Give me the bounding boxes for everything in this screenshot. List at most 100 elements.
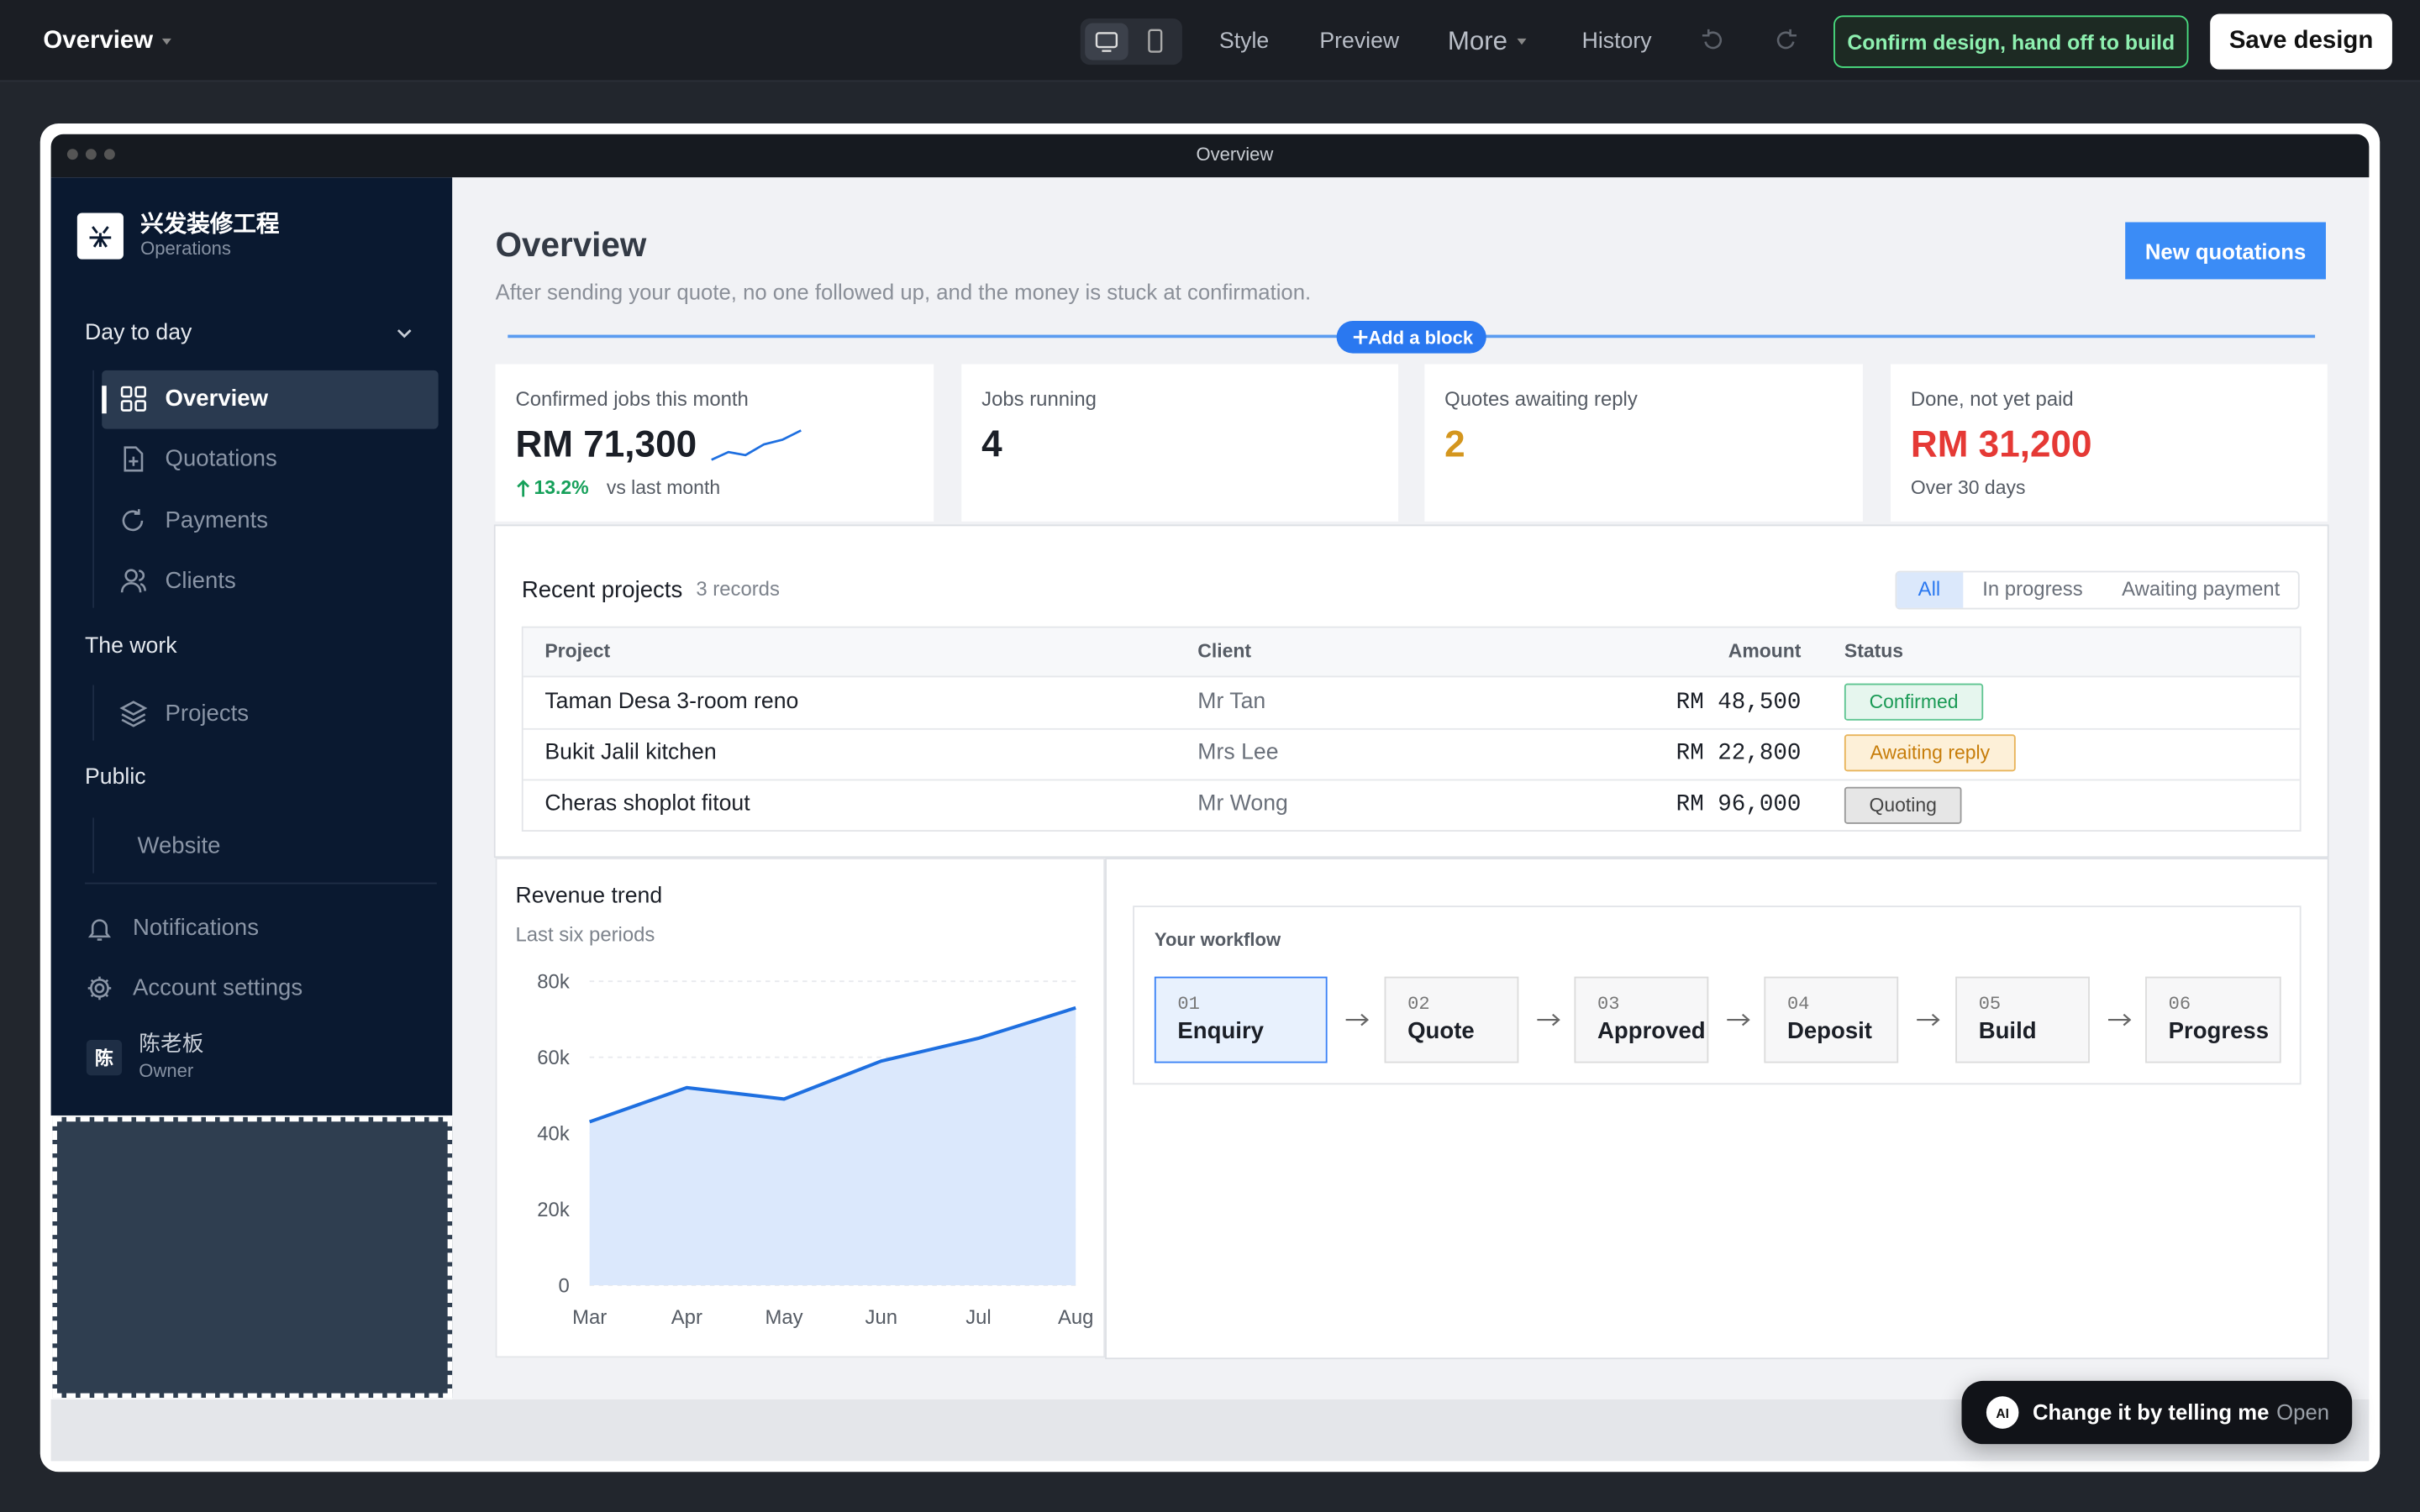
- filter-active-bg: [1897, 572, 1964, 608]
- workflow-step[interactable]: [1154, 976, 1328, 1063]
- column-header: Status: [1844, 640, 1904, 663]
- y-tick-label: 60k: [537, 1047, 570, 1069]
- workflow-title: Your workflow: [1154, 927, 1281, 950]
- cell-client: Mr Wong: [1197, 792, 1288, 817]
- window-titlebar: [50, 134, 2370, 178]
- confirm-button[interactable]: Confirm design, hand off to build: [1833, 15, 2189, 68]
- x-tick-label: Aug: [1058, 1306, 1093, 1329]
- projects-title: Recent projects: [521, 576, 683, 603]
- workflow-step[interactable]: [1574, 976, 1709, 1063]
- step-number: 05: [1978, 993, 2002, 1015]
- workflow-step[interactable]: [1955, 976, 2090, 1063]
- menu-item[interactable]: Style: [1219, 29, 1270, 54]
- sparkline: [711, 429, 802, 461]
- status-badge: Confirmed: [1844, 683, 1984, 721]
- nav-footer-item[interactable]: Notifications: [132, 914, 260, 941]
- workflow-step[interactable]: [1764, 976, 1899, 1063]
- page-subtitle: After sending your quote, no one followe…: [495, 279, 1312, 305]
- workflow-step[interactable]: [2145, 976, 2281, 1063]
- workflow-box: [1133, 906, 2302, 1085]
- step-label: Enquiry: [1177, 1017, 1264, 1044]
- x-tick-label: Mar: [572, 1306, 607, 1329]
- window-dots: [66, 149, 115, 160]
- workflow-step[interactable]: [1384, 976, 1519, 1063]
- y-tick-label: 20k: [537, 1199, 570, 1221]
- x-tick-label: Jul: [965, 1306, 992, 1329]
- cell-project[interactable]: Bukit Jalil kitchen: [544, 740, 717, 766]
- nav-item[interactable]: Payments: [165, 507, 269, 533]
- kpi-note: vs last month: [606, 477, 721, 499]
- cell-client: Mr Tan: [1197, 689, 1266, 715]
- redo-icon: [1776, 29, 1797, 50]
- drop-zone: [52, 1116, 453, 1399]
- step-arrow: [1727, 1013, 1750, 1026]
- desktop-button[interactable]: [1085, 23, 1128, 60]
- row-divider: [523, 727, 2300, 730]
- brand-sub: Operations: [140, 237, 231, 259]
- table-header-bg: [523, 627, 2300, 678]
- caret: [1517, 38, 1527, 45]
- menu-item[interactable]: History: [1581, 29, 1652, 54]
- filter-tab[interactable]: All: [1918, 576, 1941, 601]
- step-label: Quote: [1407, 1017, 1475, 1044]
- nav-item[interactable]: Projects: [165, 699, 250, 727]
- kpi-value: RM 31,200: [1910, 424, 2092, 467]
- user-role: Owner: [139, 1059, 194, 1081]
- kpi-label: Jobs running: [981, 386, 1097, 411]
- cell-project[interactable]: Taman Desa 3-room reno: [544, 689, 799, 715]
- ai-badge: AI: [1986, 1396, 2019, 1429]
- nav-group-label[interactable]: The work: [85, 633, 177, 659]
- line: [588, 1005, 1076, 1124]
- nav-icon: [119, 700, 148, 727]
- app-title: Overview: [43, 27, 154, 54]
- nav-active-bg: [102, 370, 439, 429]
- row-divider: [523, 676, 2300, 679]
- sidebar: [50, 177, 453, 1116]
- nav-group-label[interactable]: Day to day: [85, 320, 192, 346]
- chevron: [397, 329, 412, 339]
- y-tick-label: 40k: [537, 1122, 570, 1145]
- nav-icon: [87, 918, 112, 940]
- desktop-icon: [1095, 32, 1118, 52]
- nav-item[interactable]: Quotations: [165, 444, 277, 472]
- chart-subtitle: Last six periods: [515, 922, 655, 946]
- step-number: 06: [2168, 993, 2191, 1015]
- kpi-value: RM 71,300: [515, 424, 697, 467]
- kpi-card: [1891, 364, 2328, 522]
- nav-guide: [92, 817, 95, 874]
- chart-title: Revenue trend: [515, 884, 663, 909]
- new-quotation-button[interactable]: New quotations: [2125, 222, 2326, 280]
- caret: [161, 38, 171, 45]
- cell-amount: RM 96,000: [1676, 791, 1802, 818]
- nav-item[interactable]: Clients: [165, 567, 236, 594]
- nav-item[interactable]: Website: [137, 832, 221, 859]
- user-name: 陈老板: [139, 1031, 204, 1056]
- nav-footer-item[interactable]: Account settings: [132, 974, 303, 1001]
- cell-project[interactable]: Cheras shoplot fitout: [544, 792, 750, 817]
- nav-guide: [92, 370, 95, 608]
- assistant-bar[interactable]: [1961, 1380, 2353, 1445]
- save-button[interactable]: Save design: [2210, 13, 2392, 70]
- kpi-card: [495, 364, 934, 522]
- menu-item[interactable]: Preview: [1319, 29, 1400, 54]
- up-arrow: [517, 480, 530, 497]
- assistant-prompt[interactable]: Change it by telling me: [2032, 1399, 2270, 1425]
- filter-tab[interactable]: In progress: [1982, 576, 2083, 601]
- nav-item[interactable]: Overview: [165, 385, 269, 412]
- filter-tab[interactable]: Awaiting payment: [2122, 576, 2281, 601]
- nav-active-bar: [102, 386, 107, 414]
- column-header: Project: [544, 640, 611, 663]
- assistant-open[interactable]: Open: [2276, 1399, 2330, 1425]
- kpi-value: 4: [981, 424, 1002, 467]
- status-badge: Quoting: [1844, 785, 1962, 824]
- menu-item[interactable]: More: [1447, 26, 1508, 56]
- page-title: Overview: [495, 224, 647, 264]
- chart: 0 20k 40k 60k 80k Mar Apr May Jun Jul Aug: [537, 970, 1093, 1329]
- step-label: Build: [1978, 1017, 2037, 1044]
- nav-group-label[interactable]: Public: [85, 764, 146, 790]
- step-arrow: [1917, 1013, 1940, 1026]
- brand-mark: [89, 226, 112, 248]
- mobile-icon: [1148, 29, 1163, 53]
- x-tick-label: May: [765, 1306, 803, 1329]
